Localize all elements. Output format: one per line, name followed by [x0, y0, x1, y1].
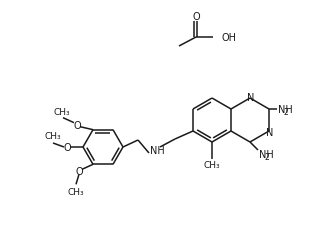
- Text: O: O: [63, 142, 71, 152]
- Text: O: O: [75, 166, 83, 177]
- Text: NH: NH: [150, 145, 164, 155]
- Text: O: O: [73, 120, 81, 130]
- Text: CH₃: CH₃: [68, 187, 84, 196]
- Text: NH: NH: [259, 149, 274, 159]
- Text: CH₃: CH₃: [54, 108, 70, 117]
- Text: N: N: [247, 93, 255, 103]
- Text: CH₃: CH₃: [45, 132, 61, 141]
- Text: N: N: [266, 127, 274, 137]
- Text: CH₃: CH₃: [204, 161, 220, 170]
- Text: OH: OH: [222, 33, 237, 43]
- Text: 2: 2: [284, 108, 289, 116]
- Text: O: O: [192, 12, 200, 22]
- Text: NH: NH: [278, 105, 293, 115]
- Text: 2: 2: [265, 152, 270, 161]
